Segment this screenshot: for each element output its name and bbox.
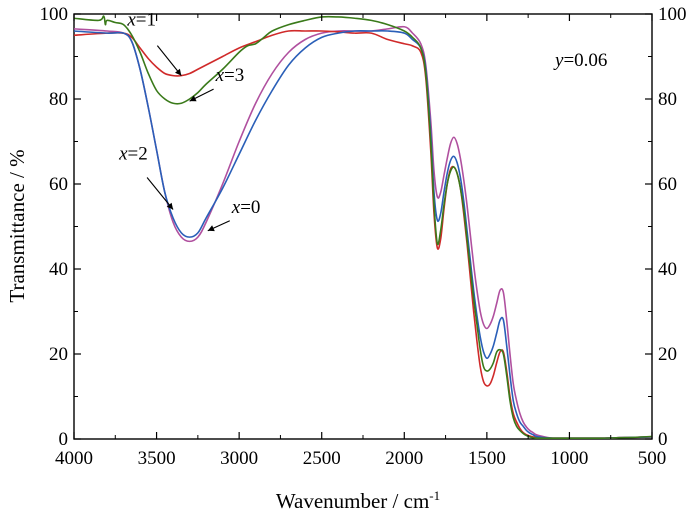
series-layer <box>74 15 652 439</box>
y-tick-label-right: 20 <box>658 344 677 365</box>
x-tick-label: 2000 <box>385 448 423 469</box>
x-tick-label: 1000 <box>550 448 588 469</box>
x-axis-label-main: Wavenumber / cm <box>276 489 429 513</box>
x-tick-label: 1500 <box>468 448 506 469</box>
annotation-text: =2 <box>128 144 148 165</box>
annotation-var: x <box>231 197 241 218</box>
annotation-text: =0 <box>240 197 260 218</box>
composition-note-text: =0.06 <box>563 50 607 71</box>
annotation-arrow-line <box>146 177 174 210</box>
y-tick-label-right: 0 <box>658 429 668 450</box>
annotation-text: =1 <box>136 10 156 31</box>
composition-note-var: y <box>553 50 564 71</box>
annotation-x1: x=1 <box>126 10 156 31</box>
y-tick-label-left: 20 <box>49 344 68 365</box>
annotation-arrow-head <box>175 68 182 76</box>
annotation-var: x <box>126 10 136 31</box>
annotation-var: x <box>215 65 225 86</box>
y-tick-label-right: 60 <box>658 174 677 195</box>
annotation-arrow-head <box>207 225 215 232</box>
annotation-var: x <box>118 144 128 165</box>
annotation-arrow-head <box>166 202 174 210</box>
x-tick-label: 4000 <box>55 448 93 469</box>
y-tick-label-left: 60 <box>49 174 68 195</box>
y-tick-label-right: 80 <box>658 89 677 110</box>
annotation-arrow-head <box>189 95 197 102</box>
series-line-x2 <box>74 30 652 439</box>
x-tick-label: 500 <box>638 448 667 469</box>
annotation-layer: x=1x=3x=2x=0 <box>118 10 261 232</box>
y-tick-label-left: 40 <box>49 259 68 280</box>
series-line-x0 <box>74 25 652 439</box>
y-tick-label-right: 100 <box>658 4 687 25</box>
y-tick-label-right: 40 <box>658 259 677 280</box>
composition-note: y=0.06 <box>553 50 607 71</box>
y-tick-label-left: 100 <box>40 4 69 25</box>
x-axis-label: Wavenumber / cm-1 <box>276 488 440 513</box>
series-line-x3 <box>74 15 652 439</box>
x-tick-label: 2500 <box>303 448 341 469</box>
y-axis-label: Transmittance / % <box>5 149 29 302</box>
annotation-text: =3 <box>224 65 244 86</box>
annotation-x0: x=0 <box>231 197 261 218</box>
plot-frame <box>73 13 653 440</box>
y-tick-label-left: 0 <box>59 429 69 450</box>
x-tick-label: 3000 <box>220 448 258 469</box>
annotation-x3: x=3 <box>215 65 245 86</box>
y-tick-label-left: 80 <box>49 89 68 110</box>
annotation-arrow-line <box>156 45 182 76</box>
x-axis-label-sup: -1 <box>429 488 440 503</box>
series-line-x1 <box>74 29 652 439</box>
x-tick-label: 3500 <box>138 448 176 469</box>
annotation-x2: x=2 <box>118 144 148 165</box>
